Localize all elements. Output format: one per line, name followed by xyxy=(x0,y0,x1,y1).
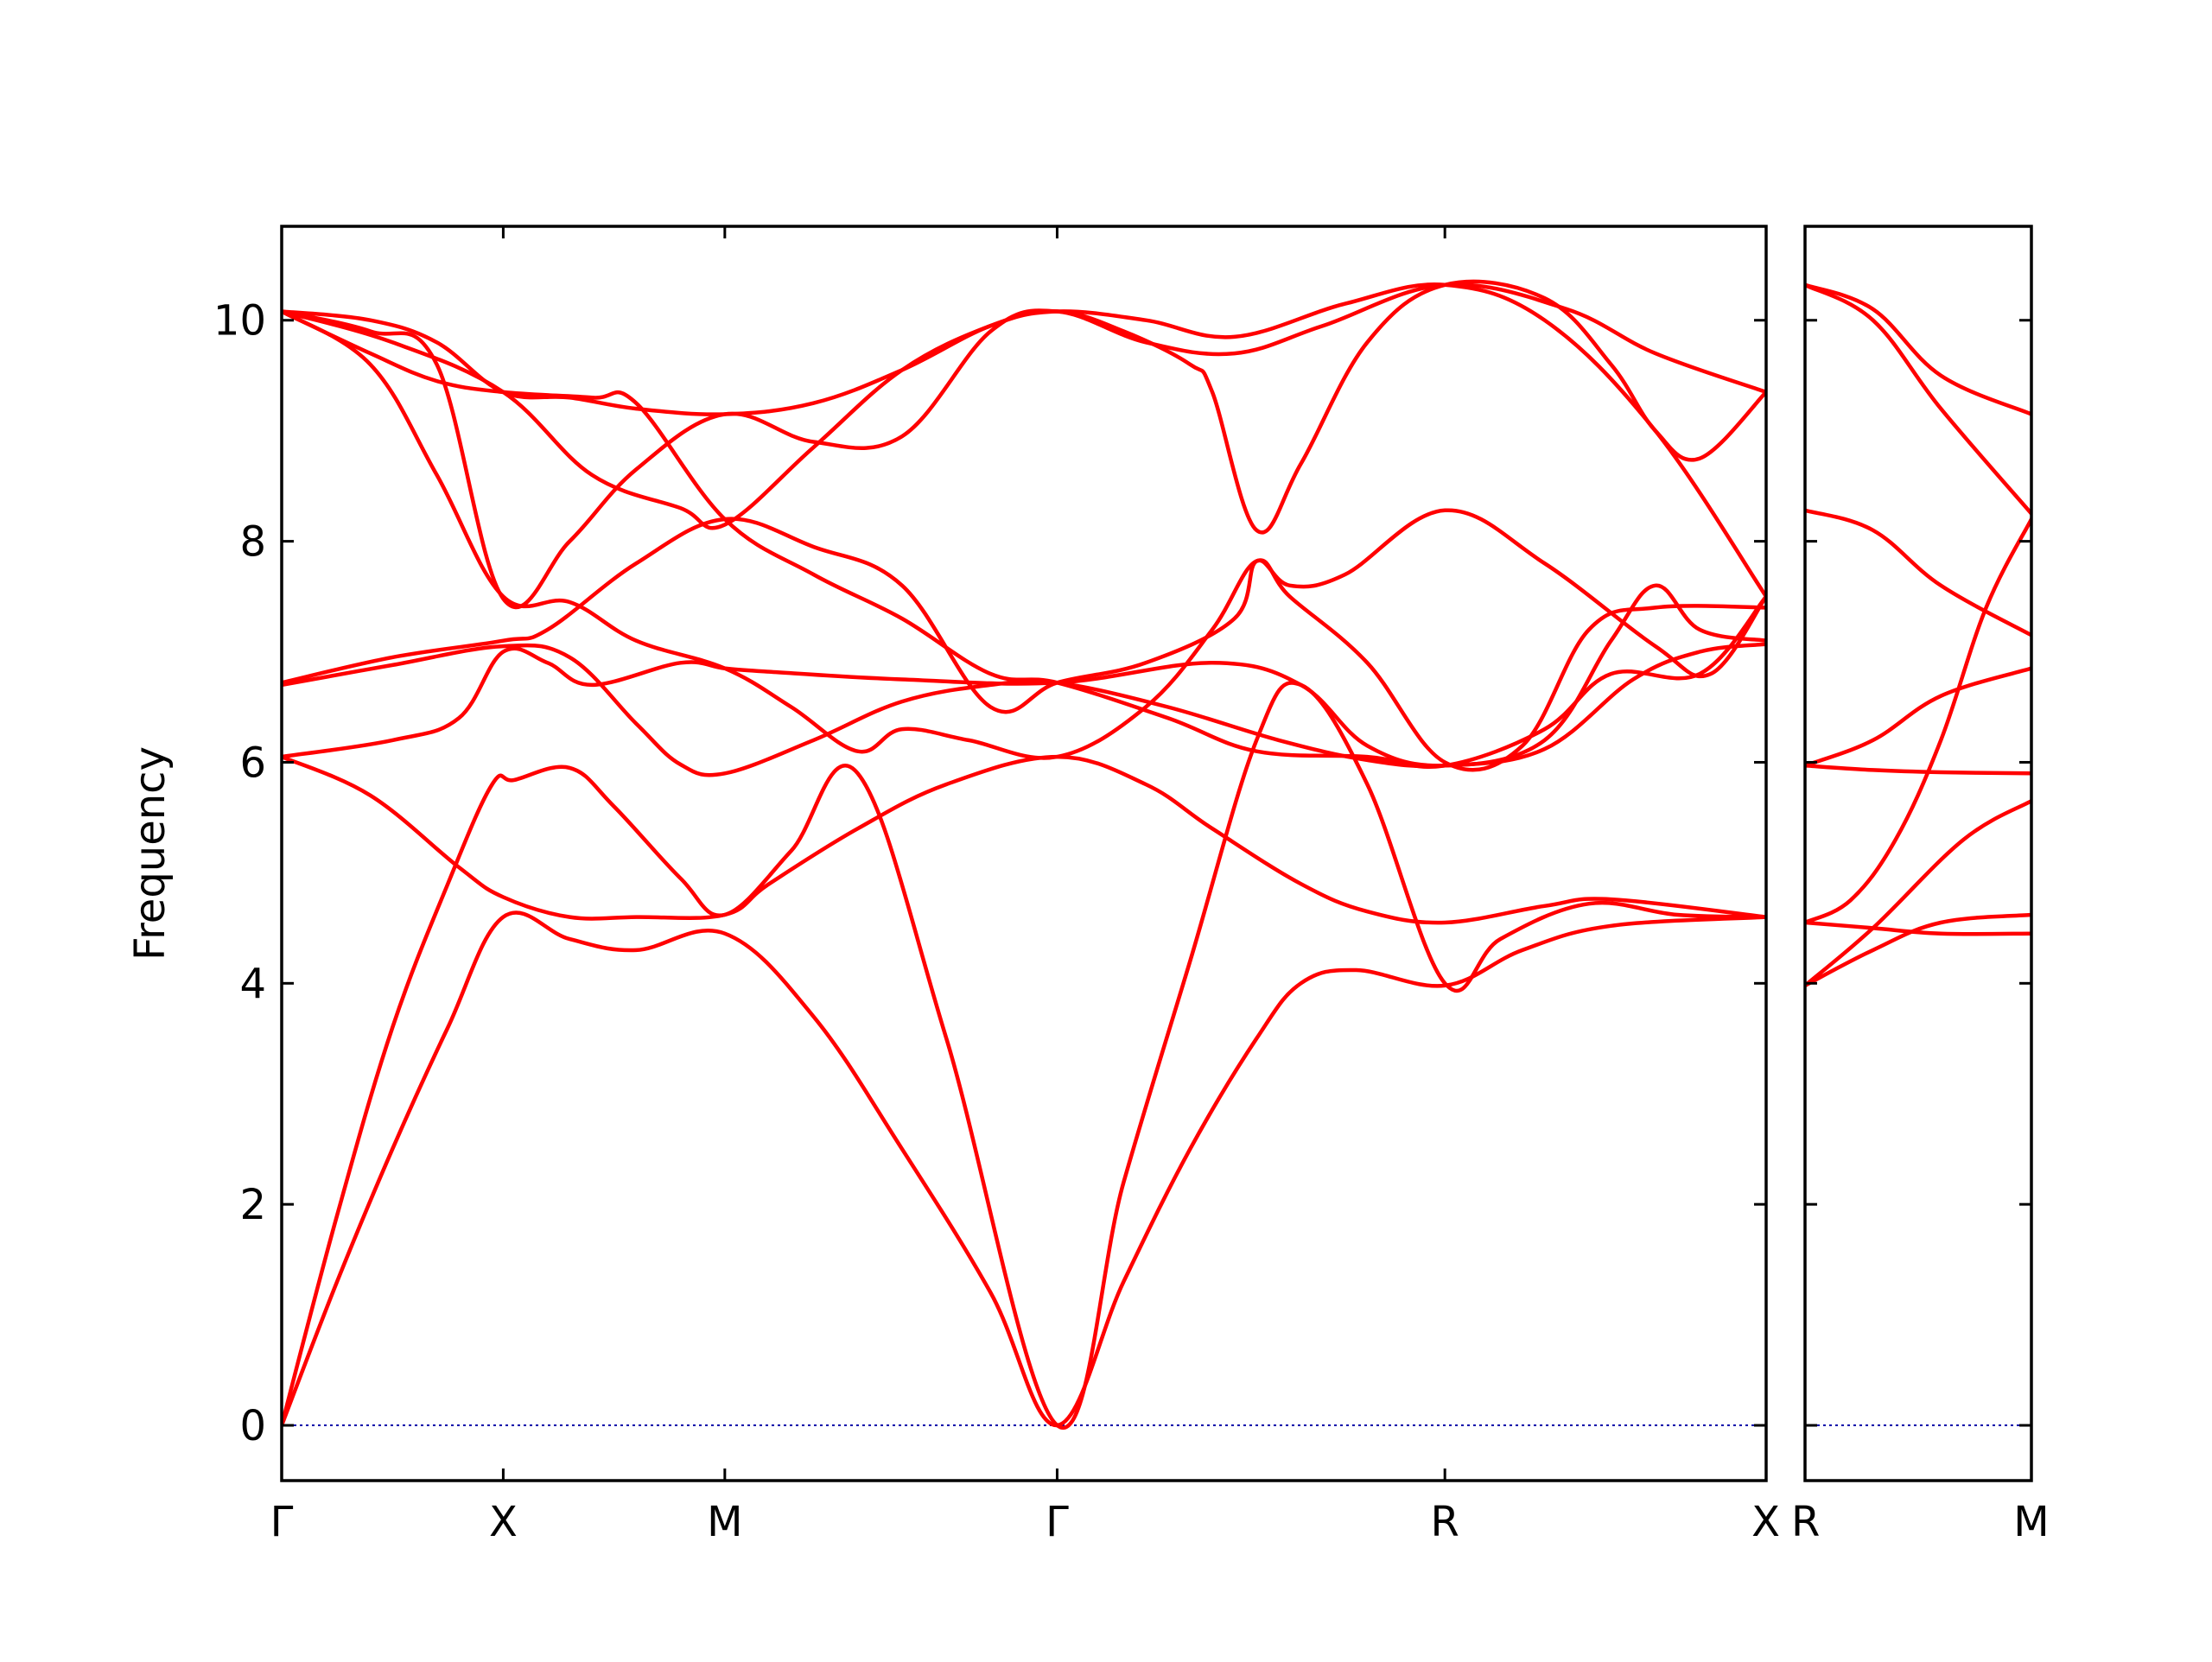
bands-group xyxy=(282,279,1766,1430)
band-line-3 xyxy=(282,754,1766,925)
panel-1: Γ X M Γ R X 0 2 4 6 8 10 xyxy=(213,225,1780,1546)
x-tick-label: M xyxy=(707,1498,742,1546)
band-line-2 xyxy=(1805,920,2031,936)
x-tick-label: X xyxy=(489,1498,518,1546)
y-tick-label: 10 xyxy=(213,297,266,346)
bands-group xyxy=(1805,282,2031,988)
band-line-5 xyxy=(1805,764,2031,776)
band-line-11 xyxy=(282,282,1766,599)
panel-frame xyxy=(280,225,1768,1482)
band-line-4 xyxy=(282,583,1766,768)
band-line-7 xyxy=(1805,508,2031,638)
band-line-1 xyxy=(282,910,1766,1428)
band-line-6 xyxy=(1805,666,2031,768)
panel-frame xyxy=(1803,225,2033,1482)
band-line-4 xyxy=(1805,517,2031,925)
band-line-5 xyxy=(282,642,1766,777)
x-tick-label: Γ xyxy=(270,1498,294,1546)
band-line-6 xyxy=(282,508,1766,714)
band-line-9 xyxy=(1805,282,2031,516)
x-tick-label: X xyxy=(1751,1498,1780,1546)
x-tick-label: Γ xyxy=(1046,1498,1069,1546)
band-line-8 xyxy=(1805,282,2031,416)
band-line-8 xyxy=(282,309,1766,770)
y-tick-label: 0 xyxy=(239,1402,266,1450)
band-line-3 xyxy=(1805,798,2031,988)
y-tick-label: 2 xyxy=(239,1181,266,1229)
x-tick-label: R xyxy=(1431,1498,1459,1546)
y-axis-label-group: Frequency xyxy=(126,746,175,961)
y-tick-label: 6 xyxy=(239,739,266,787)
y-tick-label: 4 xyxy=(239,960,266,1008)
y-tick-label: 8 xyxy=(239,518,266,567)
band-line-2 xyxy=(282,681,1766,1430)
x-tick-label: M xyxy=(2013,1498,2049,1546)
x-tick-label: R xyxy=(1791,1498,1820,1546)
y-axis-label: Frequency xyxy=(126,746,175,961)
band-line-7 xyxy=(282,309,1766,772)
